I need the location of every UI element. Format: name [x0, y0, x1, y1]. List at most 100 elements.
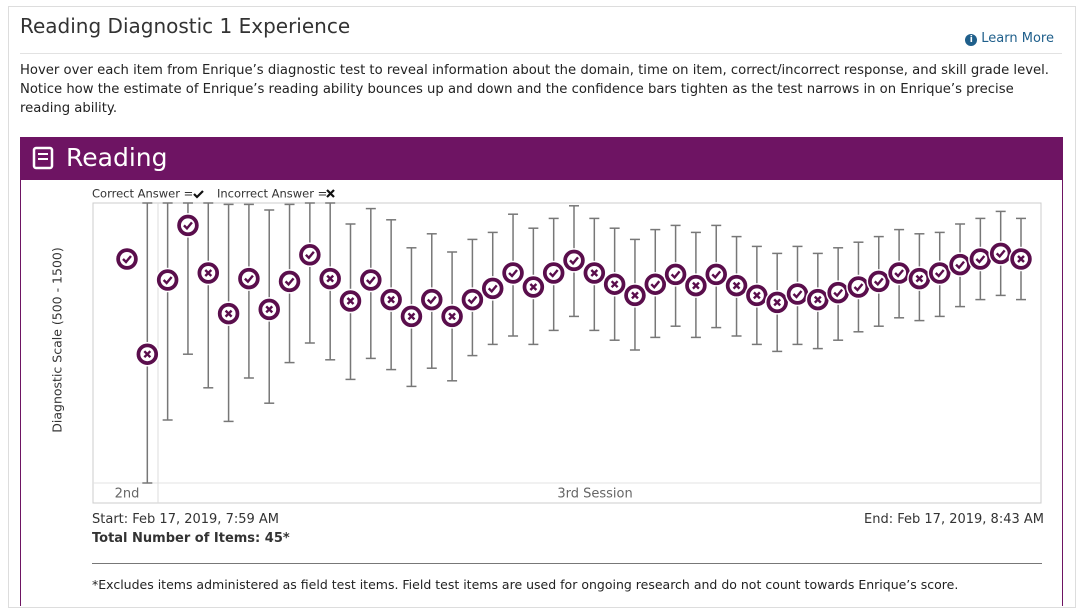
correct-marker[interactable] [927, 260, 952, 286]
x-icon [387, 295, 395, 304]
x-icon [143, 350, 152, 359]
correct-marker[interactable] [886, 260, 912, 286]
correct-marker[interactable] [866, 269, 892, 294]
correct-marker[interactable] [703, 262, 729, 287]
x-icon [732, 281, 741, 290]
x-icon [915, 274, 924, 283]
page-title: Reading Diagnostic 1 Experience [20, 14, 351, 38]
x-icon [813, 295, 822, 304]
legend-incorrect: Incorrect Answer = [217, 187, 327, 201]
incorrect-marker[interactable] [724, 273, 749, 298]
x-icon [1017, 255, 1025, 263]
x-icon [224, 309, 233, 318]
legend-check-icon [193, 190, 204, 199]
check-icon [975, 255, 986, 264]
incorrect-marker[interactable] [764, 290, 790, 315]
y-axis-label: Diagnostic Scale (500 - 1500) [50, 247, 65, 432]
incorrect-marker[interactable] [582, 260, 607, 286]
x-icon [326, 274, 335, 283]
correct-marker[interactable] [643, 271, 668, 297]
incorrect-marker[interactable] [216, 301, 241, 326]
check-icon [467, 295, 478, 305]
x-icon [204, 269, 213, 277]
legend-correct: Correct Answer = [92, 187, 193, 201]
check-icon [122, 255, 132, 264]
check-icon [162, 276, 173, 285]
check-icon [995, 249, 1006, 259]
correct-marker[interactable] [460, 287, 485, 312]
correct-marker[interactable] [114, 246, 140, 272]
correct-marker[interactable] [297, 242, 323, 268]
correct-marker[interactable] [541, 260, 566, 286]
correct-marker[interactable] [846, 274, 871, 300]
correct-marker[interactable] [947, 252, 973, 277]
correct-marker[interactable] [175, 213, 201, 238]
correct-marker[interactable] [785, 281, 810, 307]
divider [20, 53, 1062, 54]
correct-marker[interactable] [663, 262, 688, 287]
x-icon [610, 280, 619, 289]
card [8, 6, 1076, 608]
incorrect-marker[interactable] [683, 273, 709, 298]
incorrect-marker[interactable] [805, 287, 831, 312]
check-icon [650, 280, 661, 289]
x-icon [448, 312, 456, 321]
check-icon [244, 274, 254, 284]
check-icon [487, 284, 498, 294]
correct-marker[interactable] [236, 266, 262, 291]
correct-marker[interactable] [500, 260, 526, 286]
incorrect-marker[interactable] [521, 274, 546, 300]
end-time: End: Feb 17, 2019, 8:43 AM [864, 512, 1044, 527]
correct-marker[interactable] [988, 241, 1013, 266]
incorrect-marker[interactable] [399, 304, 424, 329]
incorrect-marker[interactable] [196, 260, 221, 286]
book-icon [32, 146, 54, 170]
correct-marker[interactable] [968, 246, 993, 272]
x-icon [407, 312, 416, 321]
check-icon [365, 276, 376, 285]
incorrect-marker[interactable] [622, 283, 648, 308]
incorrect-marker[interactable] [256, 297, 282, 322]
incorrect-marker[interactable] [317, 266, 343, 291]
correct-marker[interactable] [561, 248, 587, 273]
incorrect-marker[interactable] [135, 341, 160, 367]
x-icon [529, 283, 538, 291]
legend-x-icon [326, 189, 335, 198]
x-icon [590, 269, 599, 277]
session-label: 3rd Session [557, 487, 632, 502]
check-icon [792, 290, 803, 299]
learn-more[interactable]: i Learn More [965, 31, 1054, 46]
check-icon [894, 269, 905, 278]
correct-marker[interactable] [419, 287, 445, 312]
check-icon [955, 260, 965, 270]
correct-marker[interactable] [277, 269, 302, 294]
incorrect-marker[interactable] [602, 271, 627, 297]
check-icon [934, 269, 945, 278]
correct-marker[interactable] [358, 267, 384, 293]
incorrect-marker[interactable] [378, 287, 404, 312]
description: Hover over each item from Enrique’s diag… [20, 63, 1049, 116]
error-bar [162, 202, 173, 421]
panel-title: Reading [66, 143, 168, 172]
error-bar [304, 202, 315, 344]
incorrect-marker[interactable] [439, 304, 465, 329]
check-icon [548, 269, 559, 278]
session-label: 2nd [115, 487, 140, 502]
error-bar [243, 203, 254, 379]
check-icon [833, 288, 844, 298]
check-icon [853, 283, 864, 292]
x-icon [631, 291, 639, 300]
correct-marker[interactable] [155, 267, 180, 293]
incorrect-marker[interactable] [907, 266, 932, 291]
x-icon [753, 291, 761, 300]
incorrect-marker[interactable] [744, 283, 770, 308]
incorrect-marker[interactable] [1008, 246, 1034, 272]
correct-marker[interactable] [825, 280, 851, 305]
check-icon [670, 270, 681, 280]
check-icon [508, 269, 518, 278]
learn-more-text: Learn More [981, 31, 1054, 46]
panel-header [20, 137, 1063, 180]
incorrect-marker[interactable] [338, 288, 363, 314]
correct-marker[interactable] [480, 276, 505, 301]
